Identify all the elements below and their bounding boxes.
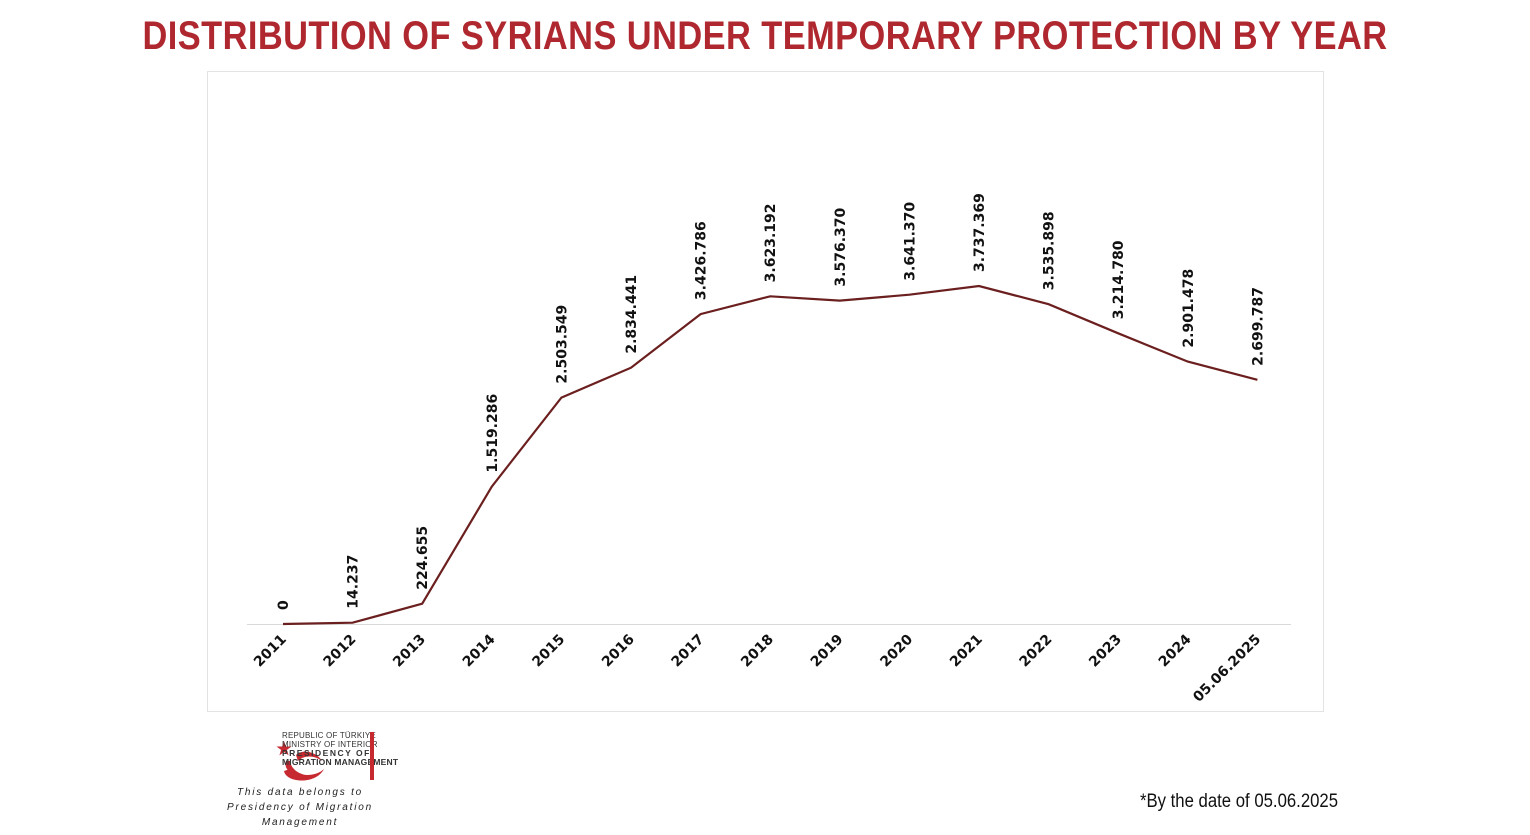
value-label: 2.901.478 [1181,269,1197,348]
x-tick-label: 2018 [738,632,777,671]
x-tick-label: 2022 [1017,632,1056,671]
x-tick-label: 2017 [669,632,708,671]
chart-area [207,71,1324,712]
logo-line-4: MIGRATION MANAGEMENT [282,756,399,767]
chart-title: DISTRIBUTION OF SYRIANS UNDER TEMPORARY … [142,14,1388,58]
logo-line-3: PRESIDENCY OF [282,748,371,759]
value-label: 2.699.787 [1250,287,1266,366]
x-tick-label: 2015 [529,632,568,671]
x-tick-label: 2024 [1156,631,1195,670]
x-tick-label: 2011 [251,632,290,671]
chart-labels: 0 2011 14.237 2012 224.655 2013 1.519.286 2014 2… [251,193,1266,705]
x-tick-label: 2020 [877,631,916,670]
x-tick-label: 05.06.2025 [1190,632,1264,706]
x-tick-label: 2019 [808,632,847,671]
value-label: 3.535.898 [1042,211,1058,290]
series-line [282,284,1258,626]
credit-line-2: Presidency of Migration Management [227,802,373,828]
value-label: 14.237 [346,555,362,609]
footnote: *By the date of 05.06.2025 [1139,791,1338,812]
x-tick-label: 2012 [321,632,360,671]
x-tick-label: 2013 [390,632,429,671]
credit-text: This data belongs to Presidency of Migra… [190,785,410,830]
value-label: 3.576.370 [833,207,849,286]
value-label: 3.737.369 [972,193,988,272]
value-label: 3.426.786 [694,221,710,300]
value-label: 3.623.192 [763,203,779,282]
logo-divider [370,732,374,780]
value-label: 2.503.549 [554,305,570,384]
logo-line-2: MINISTRY OF INTERIOR [282,739,378,749]
logo-line-1: REPUBLIC OF TÜRKIYE [282,731,376,740]
value-label: 3.641.370 [902,202,918,281]
logo-text: REPUBLIC OF TÜRKIYE MINISTRY OF INTERIOR… [282,731,399,767]
crescent-star-bird-icon [276,741,324,781]
x-tick-label: 2021 [947,632,986,671]
value-label: 1.519.286 [485,394,501,473]
x-tick-label: 2016 [599,632,638,671]
value-label: 224.655 [415,526,431,590]
value-label: 0 [276,600,292,610]
value-label: 2.834.441 [624,275,640,354]
x-tick-label: 2014 [460,631,499,670]
x-tick-label: 2023 [1086,632,1125,671]
credit-line-1: This data belongs to [236,787,364,798]
value-label: 3.214.780 [1111,240,1127,319]
